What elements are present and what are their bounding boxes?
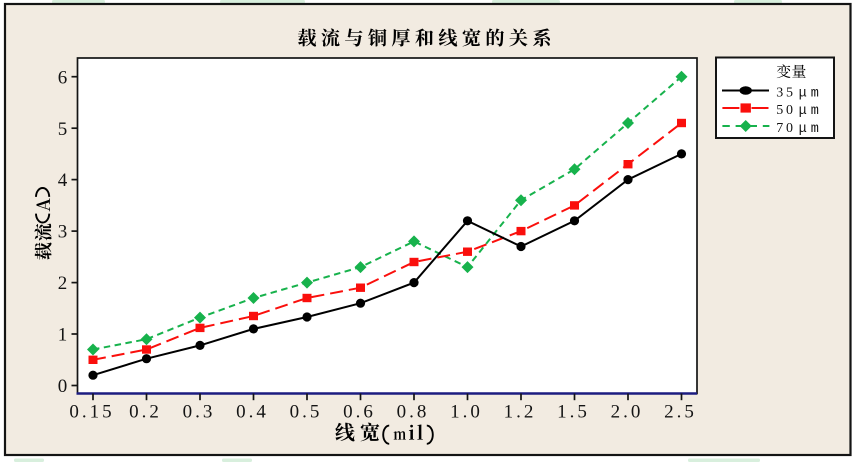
svg-text:1.0: 1.0: [450, 402, 483, 423]
svg-text:1: 1: [58, 325, 68, 346]
svg-text:0.8: 0.8: [397, 402, 430, 423]
svg-text:2.0: 2.0: [611, 402, 644, 423]
svg-text:2: 2: [58, 273, 68, 294]
svg-text:1.5: 1.5: [557, 402, 590, 423]
svg-text:0.5: 0.5: [290, 402, 323, 423]
svg-text:1.2: 1.2: [504, 402, 537, 423]
svg-text:0: 0: [58, 376, 68, 397]
svg-text:0.15: 0.15: [69, 402, 114, 423]
svg-text:2.5: 2.5: [664, 402, 697, 423]
svg-text:3: 3: [58, 222, 68, 243]
svg-text:0.6: 0.6: [343, 402, 376, 423]
svg-text:4: 4: [58, 170, 68, 191]
svg-text:0.3: 0.3: [183, 402, 216, 423]
svg-text:0.2: 0.2: [129, 402, 162, 423]
svg-text:6: 6: [58, 67, 68, 88]
svg-text:0.4: 0.4: [236, 402, 269, 423]
svg-text:5: 5: [58, 119, 68, 140]
